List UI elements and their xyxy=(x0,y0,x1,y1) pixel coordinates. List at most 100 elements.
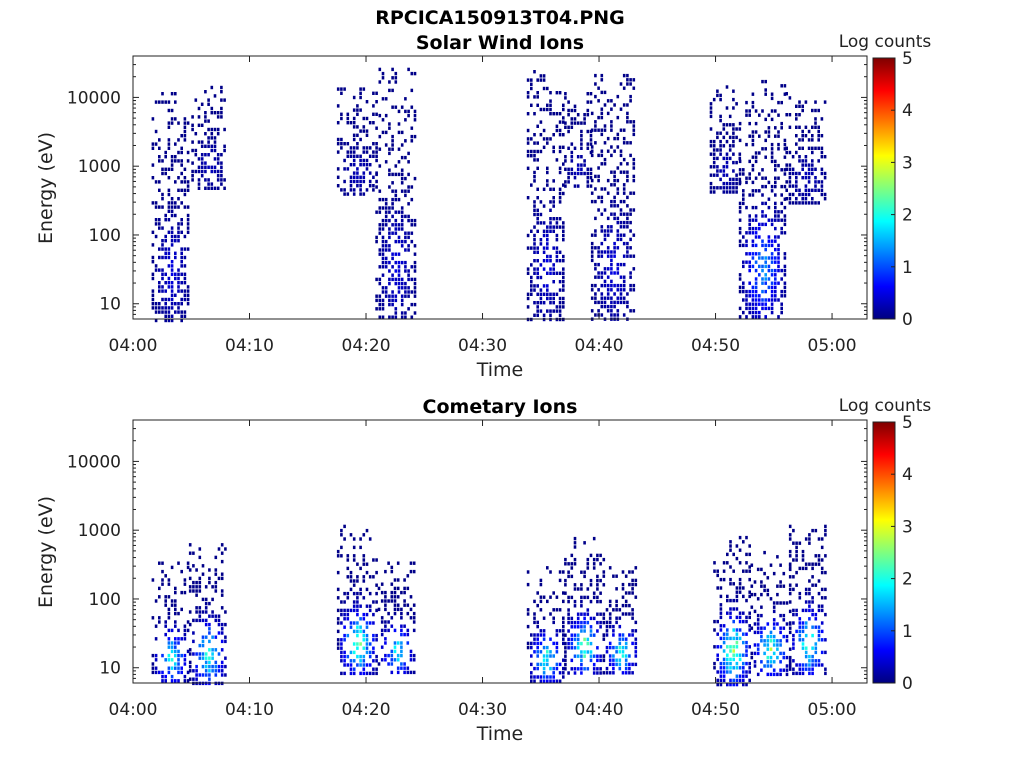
heatmap-cell xyxy=(783,197,787,201)
heatmap-cell xyxy=(764,256,767,260)
heatmap-cell xyxy=(368,171,372,175)
heatmap-cell xyxy=(808,587,811,592)
heatmap-cell xyxy=(346,566,350,571)
heatmap-cell xyxy=(552,271,555,275)
heatmap-cell xyxy=(404,239,407,244)
heatmap-cell xyxy=(167,658,171,662)
heatmap-cell xyxy=(397,273,401,277)
heatmap-cell xyxy=(817,625,821,629)
heatmap-cell xyxy=(632,191,636,195)
heatmap-cell xyxy=(742,197,745,201)
heatmap-cell xyxy=(183,674,187,679)
heatmap-cell xyxy=(774,285,777,290)
heatmap-cell xyxy=(610,120,613,124)
heatmap-cell xyxy=(388,298,391,303)
heatmap-cell xyxy=(394,218,398,223)
heatmap-cell xyxy=(622,187,626,191)
heatmap-cell xyxy=(195,593,198,597)
heatmap-cell xyxy=(552,608,555,612)
heatmap-cell xyxy=(748,218,751,222)
heatmap-cell xyxy=(356,146,359,150)
heatmap-cell xyxy=(164,289,167,293)
heatmap-cell xyxy=(539,263,543,267)
heatmap-cell xyxy=(788,192,792,197)
heatmap-cell xyxy=(804,171,808,176)
heatmap-cell xyxy=(622,296,626,300)
heatmap-cell xyxy=(807,163,811,167)
heatmap-cell xyxy=(613,241,616,246)
heatmap-cell xyxy=(583,595,586,600)
heatmap-cell xyxy=(164,679,167,683)
heatmap-cell xyxy=(151,176,155,180)
heatmap-cell xyxy=(161,653,164,658)
heatmap-cell xyxy=(729,661,732,666)
heatmap-cell xyxy=(208,648,211,652)
heatmap-cell xyxy=(539,595,543,599)
heatmap-cell xyxy=(378,223,382,227)
heatmap-cell xyxy=(158,281,161,285)
heatmap-cell xyxy=(400,607,403,612)
heatmap-cell xyxy=(154,318,158,323)
heatmap-cell xyxy=(180,670,183,675)
heatmap-cell xyxy=(340,137,343,142)
heatmap-cell xyxy=(539,242,543,246)
heatmap-cell xyxy=(200,161,204,165)
heatmap-cell xyxy=(811,663,814,667)
heatmap-cell xyxy=(738,535,742,540)
heatmap-cell xyxy=(745,552,748,557)
heatmap-cell xyxy=(158,285,161,289)
heatmap-cell xyxy=(776,592,779,597)
heatmap-cell xyxy=(619,288,623,292)
heatmap-cell xyxy=(728,177,732,182)
heatmap-cell xyxy=(536,284,539,288)
heatmap-cell xyxy=(197,123,201,127)
heatmap-cell xyxy=(214,585,218,589)
heatmap-cell xyxy=(626,220,629,225)
heatmap-cell xyxy=(536,624,539,629)
heatmap-cell xyxy=(161,276,164,281)
heatmap-cell xyxy=(368,608,372,613)
heatmap-cell xyxy=(384,603,387,607)
heatmap-cell xyxy=(180,281,183,285)
heatmap-cell xyxy=(384,214,388,219)
heatmap-cell xyxy=(539,662,543,667)
heatmap-cell xyxy=(356,646,359,650)
heatmap-cell xyxy=(375,591,378,596)
heatmap-cell xyxy=(161,171,164,176)
heatmap-cell xyxy=(774,134,777,138)
heatmap-cell xyxy=(542,662,546,667)
heatmap-cell xyxy=(549,107,552,112)
heatmap-cell xyxy=(546,662,549,667)
heatmap-cell xyxy=(404,189,407,193)
heatmap-cell xyxy=(536,666,539,671)
heatmap-cell xyxy=(798,667,802,671)
heatmap-cell xyxy=(340,91,343,95)
heatmap-cell xyxy=(629,275,632,279)
heatmap-cell xyxy=(767,243,771,248)
heatmap-cell xyxy=(536,78,539,82)
heatmap-cell xyxy=(356,562,359,566)
heatmap-cell xyxy=(814,612,818,617)
heatmap-cell xyxy=(564,650,567,654)
heatmap-cell xyxy=(542,633,546,637)
heatmap-cell xyxy=(220,182,223,186)
heatmap-cell xyxy=(772,605,776,609)
heatmap-cell xyxy=(384,143,388,147)
heatmap-cell xyxy=(629,153,632,158)
heatmap-cell xyxy=(602,557,606,562)
heatmap-cell xyxy=(616,300,620,305)
heatmap-cell xyxy=(811,125,814,129)
heatmap-cell xyxy=(167,637,171,641)
heatmap-cell xyxy=(777,214,780,218)
heatmap-cell xyxy=(213,140,217,144)
heatmap-cell xyxy=(151,201,155,205)
heatmap-cell xyxy=(782,584,786,588)
heatmap-cell xyxy=(774,289,777,294)
heatmap-cell xyxy=(769,647,773,651)
heatmap-cell xyxy=(180,666,183,670)
heatmap-cell xyxy=(570,108,574,113)
heatmap-cell xyxy=(343,659,346,663)
heatmap-cell xyxy=(174,205,177,209)
heatmap-cell xyxy=(391,189,394,193)
